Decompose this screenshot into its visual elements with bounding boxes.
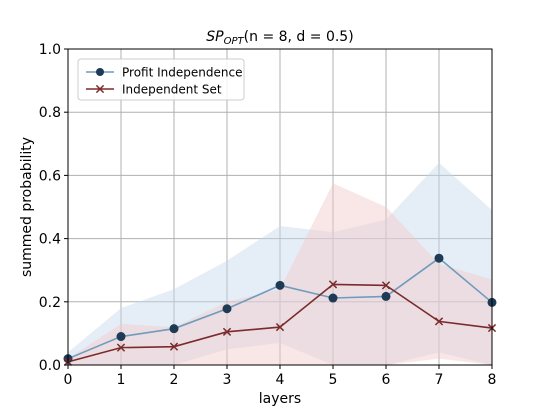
y-tick-label: 0.8 [39,105,61,121]
profit-independence-point [275,280,285,290]
x-tick-label: 5 [329,372,338,388]
y-tick-label: 0.0 [39,358,61,374]
y-tick-label: 0.6 [39,168,61,184]
legend-box [77,58,245,101]
independent-set-point [222,327,232,336]
x-tick-label: 7 [435,372,444,388]
legend-label-independent-set: Independent Set [122,83,222,97]
independent-set-point [381,281,391,290]
y-axis-ticks: 0.0 0.2 0.4 0.6 0.8 1.0 [39,42,68,374]
y-tick-label: 1.0 [39,42,61,58]
legend-label-profit-independence: Profit Independence [122,66,242,80]
independent-set-point [116,343,126,352]
grid-layer [67,48,493,366]
x-tick-label: 6 [382,372,391,388]
independent-set-band [68,183,492,365]
independent-set-point [434,317,444,326]
x-tick-label: 1 [117,372,126,388]
title-prefix: SP [206,29,224,45]
legend-marker-profit-independence [96,68,104,76]
profit-independence-point [116,332,126,342]
y-axis-label: summed probability [19,137,35,277]
independent-set-point [169,342,179,351]
confidence-bands [68,162,492,365]
independent-set-point [328,280,338,289]
title-subscript: OPT [224,36,245,47]
x-tick-label: 4 [276,372,285,388]
x-axis-label: layers [259,391,301,407]
profit-independence-point [381,291,391,301]
profit-independence-point [328,293,338,303]
x-tick-label: 3 [223,372,232,388]
y-tick-label: 0.2 [39,295,61,311]
legend-marker-independent-set [95,84,105,94]
profit-independence-point [222,304,232,314]
x-tick-label: 0 [64,372,73,388]
y-tick-label: 0.4 [39,232,61,248]
profit-independence-point [169,324,179,334]
profit-independence-point [434,253,444,263]
x-tick-label: 8 [488,372,497,388]
x-axis-ticks: 0 1 2 3 4 5 6 7 8 [64,365,497,388]
title-suffix: (n = 8, d = 0.5) [244,29,354,45]
x-tick-label: 2 [170,372,179,388]
chart-title: SPOPT(n = 8, d = 0.5) [206,29,353,47]
series-markers [63,253,497,366]
independent-set-point [275,322,285,332]
profit-independence-band [68,162,492,365]
legend: Profit Independence Independent Set [77,58,245,101]
